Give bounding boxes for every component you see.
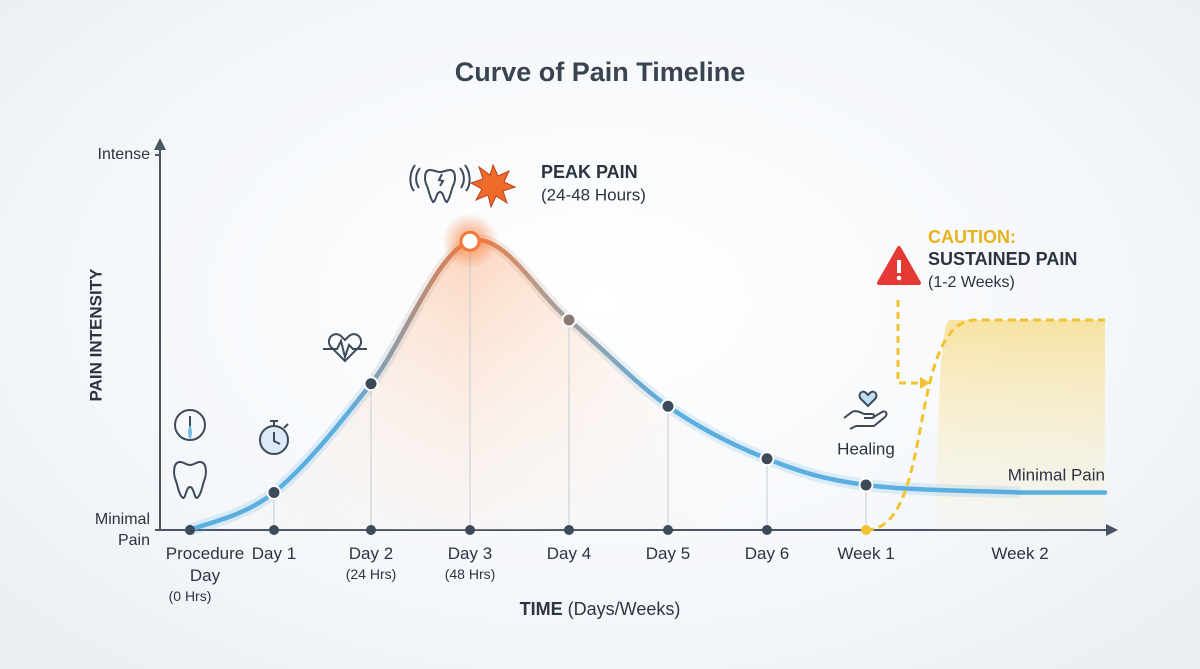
stopwatch-icon xyxy=(259,420,289,455)
point xyxy=(561,312,577,328)
axis-dot xyxy=(564,525,574,535)
caution-subtitle: SUSTAINED PAIN xyxy=(928,249,1077,269)
peak-title: PEAK PAIN xyxy=(541,162,638,182)
y-axis-title: PAIN INTENSITY xyxy=(86,268,105,402)
point xyxy=(363,376,379,392)
caution-title: CAUTION: xyxy=(928,227,1016,247)
point xyxy=(185,525,195,535)
x-tick-label: Procedure Day xyxy=(165,544,245,585)
hand-heart-icon xyxy=(843,390,888,430)
axis-dot xyxy=(762,525,772,535)
x-tick-label: Day 4 xyxy=(546,544,592,563)
tooth-pain-icon xyxy=(409,164,471,204)
sustained-curve xyxy=(865,318,1020,532)
caution-arrowhead xyxy=(920,377,930,389)
x-axis-title: TIME (Days/Weeks) xyxy=(520,599,681,619)
x-tick-label: Day 5 xyxy=(645,544,691,563)
axis-dot xyxy=(366,525,376,535)
sustained-area xyxy=(935,320,1105,530)
x-tick-label: Day 1 xyxy=(251,544,297,563)
axis-dot xyxy=(269,525,279,535)
x-tick-label: Day 3 xyxy=(447,544,493,563)
point xyxy=(266,485,282,500)
chart-title: Curve of Pain Timeline xyxy=(455,57,746,87)
warning-icon xyxy=(877,246,921,285)
tooth-icon xyxy=(173,460,207,500)
axis-dot xyxy=(465,525,475,535)
x-tick-label: Day 6 xyxy=(744,544,790,563)
x-axis-title-note: (Days/Weeks) xyxy=(568,599,681,619)
healing-label: Healing xyxy=(837,439,895,458)
peak-note: (24-48 Hours) xyxy=(541,185,646,204)
y-axis-arrow xyxy=(154,138,166,150)
caution-arrow xyxy=(896,300,922,385)
x-tick-note: (24 Hrs) xyxy=(345,566,397,582)
x-tick-label: Week 2 xyxy=(991,544,1049,563)
point xyxy=(660,398,676,414)
y-tick-label: Intense xyxy=(97,146,150,163)
y-tick-label: Minimal Pain xyxy=(94,511,150,549)
x-tick-note: (0 Hrs) xyxy=(168,588,212,604)
point xyxy=(759,451,775,467)
x-tick-label: Week 1 xyxy=(837,544,895,563)
x-tick-label: Day 2 xyxy=(348,544,394,563)
heart-monitor-icon xyxy=(323,333,367,363)
end-label: Minimal Pain xyxy=(1008,465,1105,484)
starburst-icon xyxy=(469,163,517,209)
x-axis-title-main: TIME xyxy=(520,599,563,619)
area xyxy=(190,240,1020,530)
clock-icon xyxy=(174,409,206,441)
caution-note: (1-2 Weeks) xyxy=(928,274,1015,291)
peak-point xyxy=(459,230,481,252)
axis-dot xyxy=(663,525,673,535)
x-axis-arrow xyxy=(1106,524,1118,536)
point xyxy=(858,477,874,493)
x-tick-note: (48 Hrs) xyxy=(444,566,496,582)
